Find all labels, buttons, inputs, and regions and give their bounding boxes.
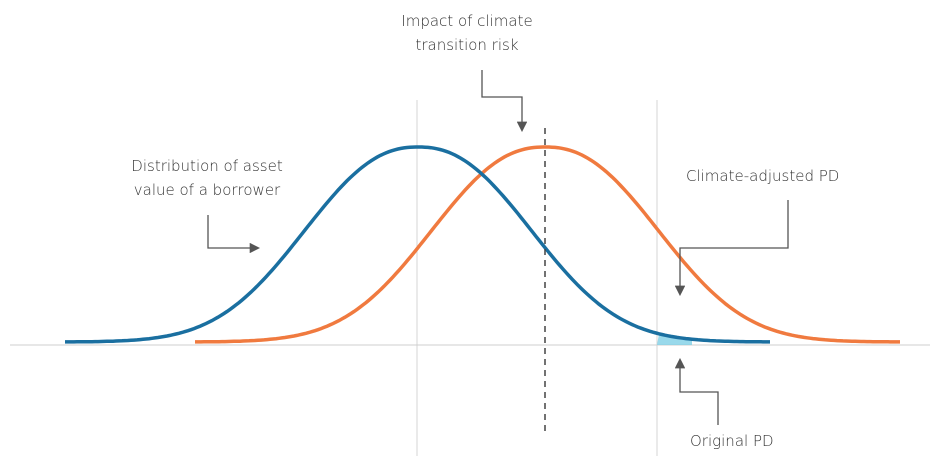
arrow: [207, 215, 261, 254]
annotation-text: value of a borrower: [134, 181, 281, 199]
annotation-text: Impact of climate: [401, 12, 532, 30]
annotation-text: Original PD: [690, 432, 774, 450]
arrow: [481, 70, 528, 133]
climate-curve: [195, 145, 900, 344]
annotation-text: Distribution of asset: [131, 157, 283, 175]
annotation-text: Climate-adjusted PD: [686, 167, 839, 185]
arrow: [674, 200, 789, 297]
arrow: [674, 357, 719, 425]
annotation-text: transition risk: [415, 36, 518, 54]
asset-curve: [65, 145, 770, 344]
